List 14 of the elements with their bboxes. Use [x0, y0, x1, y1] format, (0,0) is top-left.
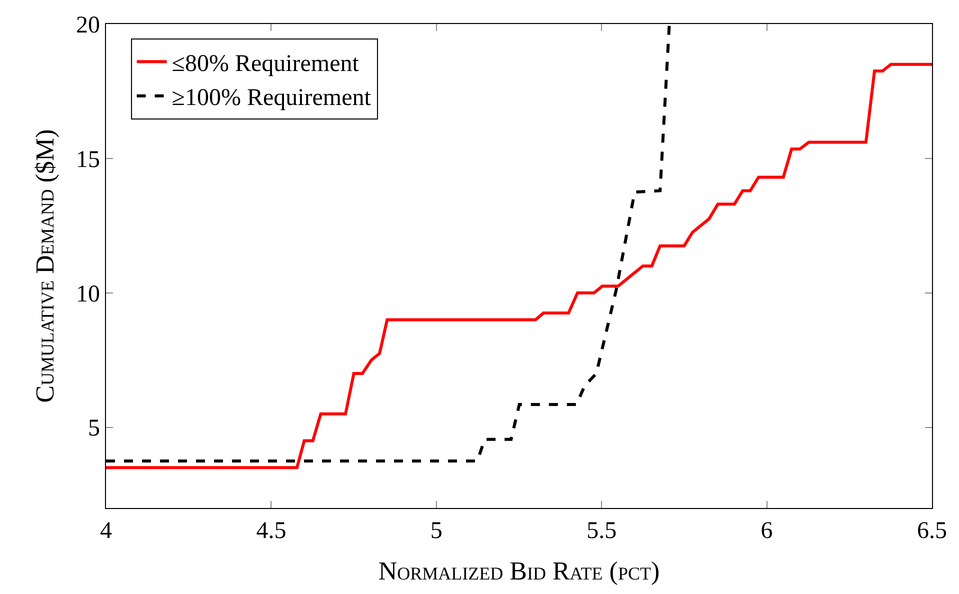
y-tick-label: 5 — [88, 416, 100, 442]
x-tick-label: 6 — [760, 518, 773, 544]
x-tick-label: 5 — [430, 518, 442, 544]
legend-label: ≥100% Requirement — [172, 85, 372, 112]
y-axis-title: Cumulative Demand ($M) — [30, 129, 60, 403]
y-tick-label: 10 — [76, 281, 100, 308]
x-tick-label: 5.5 — [586, 518, 617, 544]
legend-label: ≤80% Requirement — [172, 50, 360, 77]
x-tick-label: 4.5 — [256, 518, 286, 544]
x-axis-title: Normalized Bid Rate (pct) — [378, 556, 660, 586]
x-tick-label: 6.5 — [917, 518, 947, 544]
y-tick-label: 20 — [76, 12, 100, 38]
x-tick-label: 4 — [100, 518, 112, 544]
y-tick-label: 15 — [76, 146, 100, 173]
